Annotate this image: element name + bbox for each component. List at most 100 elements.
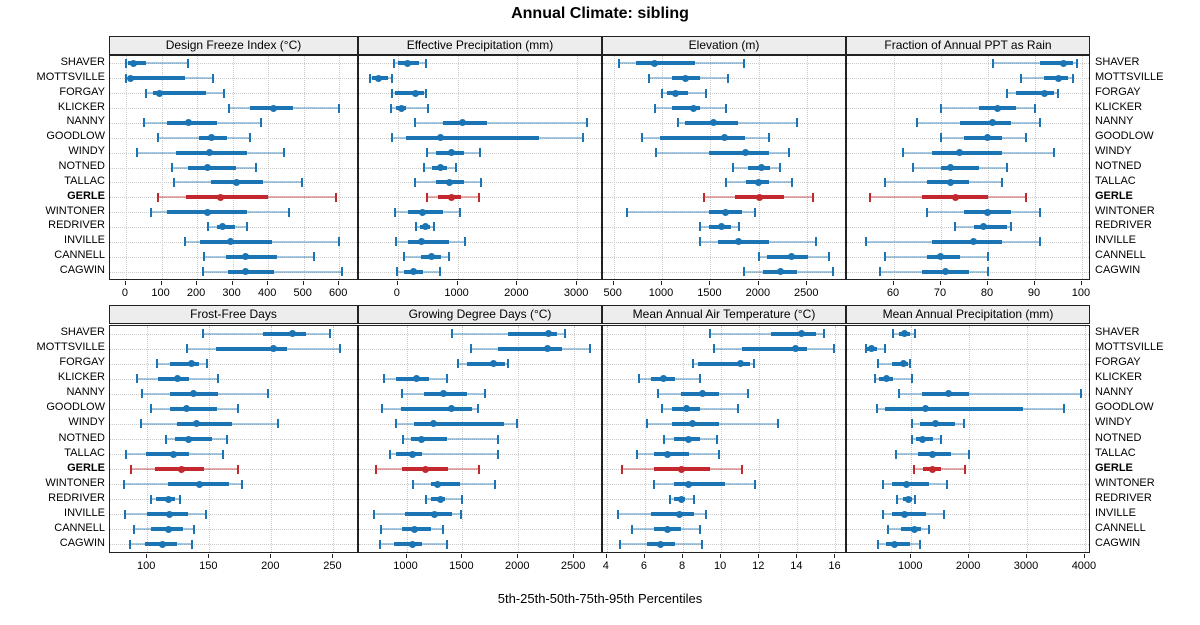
- axis-tick: [461, 554, 463, 558]
- whisker-cap-p5: [757, 252, 760, 262]
- panel-header-effective-precipitation-mm: Effective Precipitation (mm): [358, 36, 602, 55]
- median-dot: [664, 450, 672, 458]
- axis-tick: [612, 281, 614, 285]
- gridline-h: [359, 529, 601, 531]
- p25-p75-bar: [766, 254, 809, 259]
- whisker-cap-p95: [236, 464, 239, 474]
- median-dot: [901, 330, 909, 338]
- whisker-cap-p95: [704, 88, 707, 98]
- whisker-range: [389, 453, 499, 456]
- gridline-h: [603, 439, 845, 440]
- whisker-cap-p5: [883, 177, 886, 187]
- median-dot: [970, 238, 978, 246]
- p25-p75-bar: [227, 269, 274, 274]
- station-label-right-cannell: CANNELL: [1095, 521, 1146, 534]
- whisker-cap-p95: [493, 479, 496, 489]
- axis-tick-label: 90: [1027, 287, 1041, 299]
- median-dot: [421, 223, 429, 231]
- panel-header-growing-degree-days-c: Growing Degree Days (°C): [358, 305, 602, 324]
- gridline-h: [847, 514, 1089, 516]
- gridline-h: [110, 108, 357, 110]
- station-label-right-notned: NOTNED: [1095, 160, 1142, 172]
- whisker-cap-p95: [767, 133, 770, 143]
- gridline-h: [359, 256, 601, 258]
- whisker-cap-p95: [1038, 207, 1041, 217]
- axis-tick-label: 100: [151, 287, 170, 299]
- whisker-cap-p95: [964, 464, 967, 474]
- p25-p75-bar: [498, 346, 562, 351]
- station-label-left-cannell: CANNELL: [54, 521, 105, 534]
- whisker-cap-p5: [902, 148, 905, 158]
- axis-tick: [806, 281, 808, 285]
- whisker-cap-p95: [1052, 148, 1055, 158]
- p25-p75-bar: [708, 150, 769, 155]
- whisker-cap-p95: [724, 103, 727, 113]
- whisker-cap-p5: [124, 73, 127, 83]
- median-dot: [429, 420, 437, 428]
- median-dot: [989, 119, 997, 127]
- axis-tick-label: 2500: [560, 560, 586, 572]
- whisker-cap-p95: [586, 118, 589, 128]
- panel-header-mean-annual-air-temperature-c: Mean Annual Air Temperature (°C): [602, 305, 846, 324]
- station-label-right-cagwin: CAGWIN: [1095, 264, 1141, 277]
- p25-p75-bar: [431, 482, 461, 487]
- panel-header-mean-annual-precipitation-mm: Mean Annual Precipitation (mm): [846, 305, 1090, 324]
- axis-tick: [796, 554, 798, 558]
- median-dot: [660, 375, 668, 383]
- median-dot: [419, 208, 427, 216]
- station-label-left-nanny: NANNY: [66, 115, 105, 128]
- whisker-range: [709, 332, 825, 335]
- median-dot: [755, 178, 763, 186]
- median-dot: [422, 465, 429, 473]
- whisker-cap-p5: [630, 524, 633, 534]
- gridline-h: [359, 271, 601, 273]
- p25-p75-bar: [394, 542, 423, 547]
- station-label-left-redriver: REDRIVER: [48, 219, 105, 232]
- whisker-cap-p5: [698, 237, 701, 247]
- median-dot: [709, 119, 717, 127]
- axis-tick: [208, 554, 210, 558]
- whisker-cap-p5: [653, 479, 656, 489]
- whisker-cap-p95: [221, 449, 224, 459]
- median-dot: [439, 390, 447, 398]
- whisker-cap-p95: [823, 329, 826, 339]
- gridline-h: [603, 514, 845, 516]
- gridline-h: [847, 484, 1089, 486]
- median-dot: [447, 149, 455, 157]
- station-label-left-goodlow: GOODLOW: [46, 130, 105, 143]
- axis-tick: [605, 554, 607, 558]
- whisker-cap-p5: [655, 148, 658, 158]
- whisker-cap-p95: [236, 404, 239, 414]
- median-dot: [242, 268, 250, 276]
- median-dot: [241, 253, 249, 261]
- median-dot: [232, 178, 240, 186]
- p25-p75-bar: [396, 376, 429, 381]
- gridline-h: [359, 499, 601, 501]
- median-dot: [904, 495, 912, 503]
- median-dot: [776, 268, 784, 276]
- station-label-right-mottsville: MOTTSVILLE: [1095, 341, 1164, 354]
- median-dot: [428, 253, 436, 261]
- whisker-cap-p95: [340, 267, 343, 277]
- gridline-h: [359, 78, 601, 80]
- axis-tick-label: 3000: [563, 287, 589, 299]
- whisker-range: [125, 62, 189, 65]
- whisker-cap-p5: [402, 434, 405, 444]
- p25-p75-bar: [973, 224, 1007, 229]
- axis-tick: [573, 554, 575, 558]
- whisker-cap-p95: [266, 389, 269, 399]
- median-dot: [956, 149, 964, 157]
- median-dot: [413, 375, 421, 383]
- whisker-cap-p5: [661, 404, 664, 414]
- whisker-cap-p5: [676, 118, 679, 128]
- whisker-cap-p95: [754, 479, 757, 489]
- p25-p75-bar: [262, 331, 307, 336]
- gridline-h: [847, 363, 1089, 365]
- axis-tick-label: 100: [137, 560, 156, 572]
- gridline-h: [359, 241, 601, 243]
- station-label-left-forgay: FORGAY: [59, 356, 105, 369]
- whisker-cap-p5: [128, 539, 131, 549]
- gridline-h: [603, 182, 845, 184]
- median-dot: [164, 525, 172, 533]
- station-label-right-tallac: TALLAC: [1095, 174, 1136, 187]
